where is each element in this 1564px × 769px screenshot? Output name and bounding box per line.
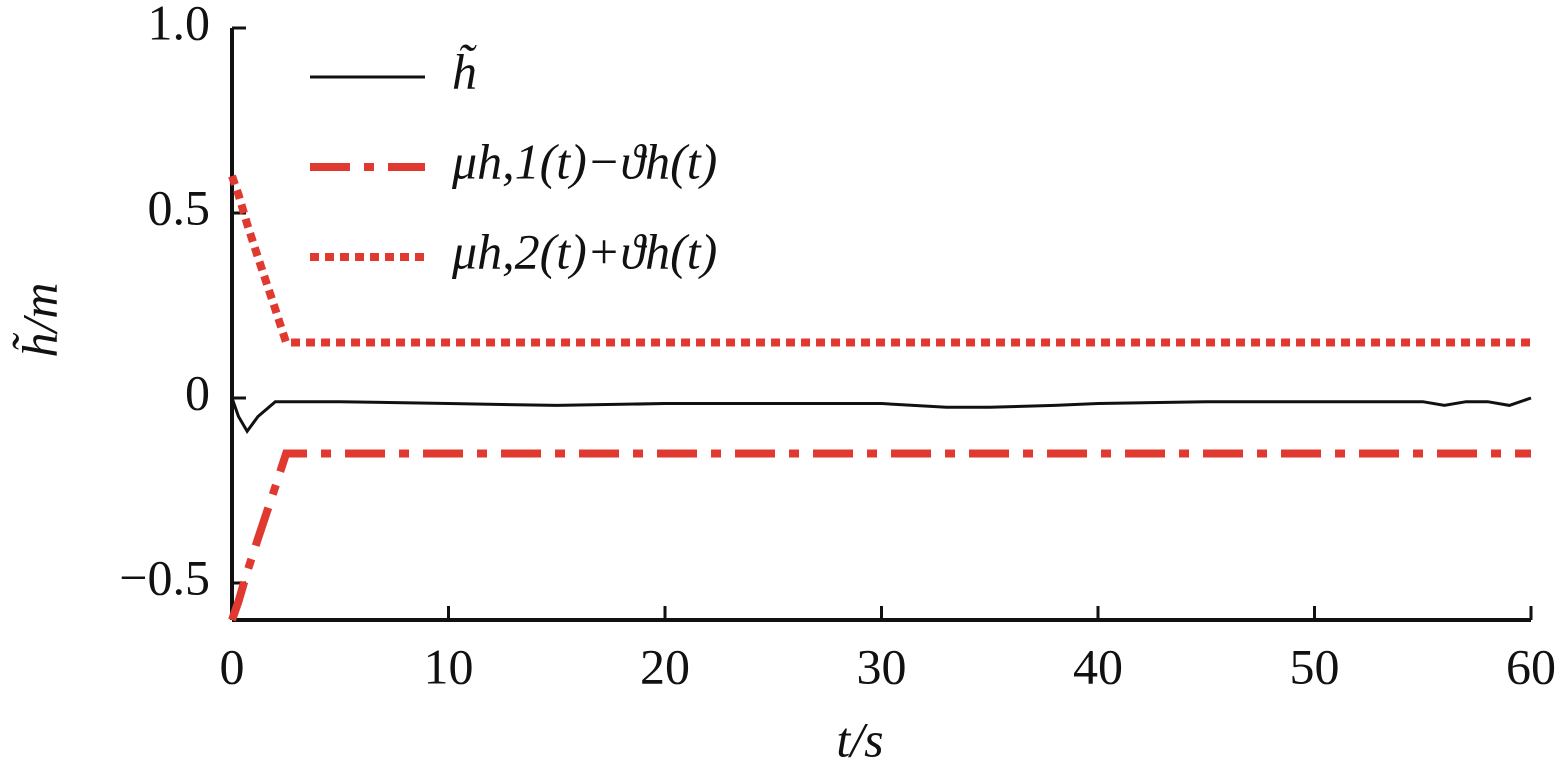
y-tick-label: 0.5 <box>148 179 211 235</box>
series-line <box>230 396 1532 435</box>
y-tick-label: 1.0 <box>148 0 211 50</box>
x-tick-label: 50 <box>1290 638 1340 694</box>
x-tick-label: 60 <box>1506 638 1556 694</box>
legend-label: μh,1(t)−ϑh(t) <box>451 133 717 189</box>
y-tick-label: −0.5 <box>119 549 210 605</box>
series-line <box>228 449 1531 622</box>
legend-label: μh,2(t)+ϑh(t) <box>451 223 717 279</box>
x-tick-label: 10 <box>424 638 474 694</box>
y-tick-label: 0 <box>185 364 210 420</box>
x-axis-label: t/s <box>836 711 883 767</box>
y-axis-label: h̃/m <box>11 283 67 358</box>
legend-label: h̃ <box>452 43 477 99</box>
x-tick-label: 40 <box>1073 638 1123 694</box>
series-line <box>228 174 1531 347</box>
x-tick-label: 30 <box>857 638 907 694</box>
x-tick-label: 0 <box>220 638 245 694</box>
x-tick-label: 20 <box>640 638 690 694</box>
